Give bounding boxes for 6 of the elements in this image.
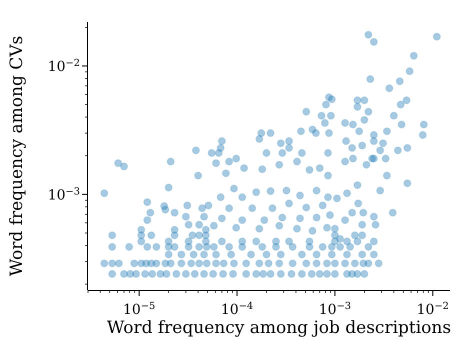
x-tick-label: 10$^{−2}$ [416, 300, 449, 318]
x-axis-title: Word frequency among job descriptions [106, 318, 452, 338]
x-tick-label: 10$^{−4}$ [220, 300, 254, 318]
x-tick-label: 10$^{−5}$ [123, 300, 156, 318]
y-axis-title: Word frequency among CVs [7, 36, 27, 276]
x-tick-label: 10$^{−3}$ [318, 300, 352, 318]
